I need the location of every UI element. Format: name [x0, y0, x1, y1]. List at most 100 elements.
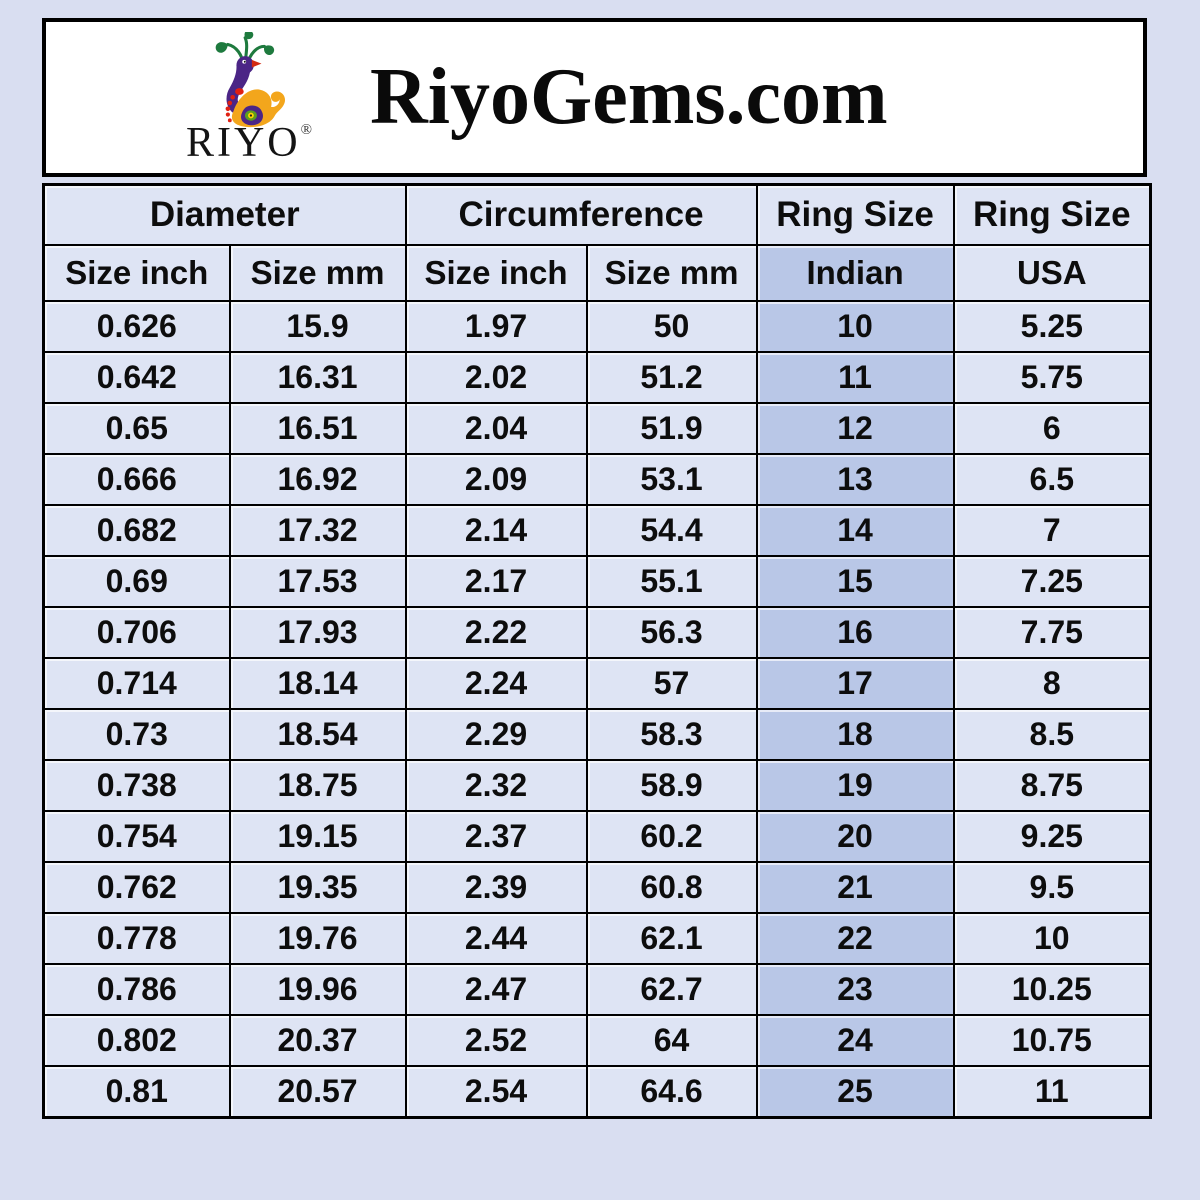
group-header-circumference: Circumference [404, 183, 758, 246]
table-cell: 18.14 [228, 657, 407, 710]
table-cell: 51.9 [585, 402, 758, 455]
brand-header: RIYO® RiyoGems.com [42, 18, 1147, 177]
table-row: 0.81 20.57 2.54 64.6 25 11 [42, 1065, 1152, 1119]
table-cell: 10.25 [952, 963, 1152, 1016]
table-row: 0.666 16.92 2.09 53.1 13 6.5 [42, 453, 1152, 506]
table-row: 0.754 19.15 2.37 60.2 20 9.25 [42, 810, 1152, 863]
table-cell: 5.75 [952, 351, 1152, 404]
logo-wordmark: RIYO® [185, 120, 313, 167]
table-row: 0.626 15.9 1.97 50 10 5.25 [42, 300, 1152, 353]
table-cell: 54.4 [585, 504, 758, 557]
table-cell: 20 [755, 810, 955, 863]
brand-title: RiyoGems.com [370, 53, 888, 141]
table-cell: 0.738 [42, 759, 231, 812]
table-cell: 23 [755, 963, 955, 1016]
table-cell: 10 [755, 300, 955, 353]
table-cell: 19.76 [228, 912, 407, 965]
table-cell: 0.682 [42, 504, 231, 557]
table-cell: 10.75 [952, 1014, 1152, 1067]
table-cell: 1.97 [404, 300, 588, 353]
table-cell: 0.778 [42, 912, 231, 965]
table-cell: 57 [585, 657, 758, 710]
table-cell: 14 [755, 504, 955, 557]
table-row: 0.682 17.32 2.14 54.4 14 7 [42, 504, 1152, 557]
table-cell: 22 [755, 912, 955, 965]
table-cell: 2.22 [404, 606, 588, 659]
table-cell: 64 [585, 1014, 758, 1067]
ring-size-table: Diameter Circumference Ring Size Ring Si… [42, 183, 1153, 1119]
table-cell: 2.02 [404, 351, 588, 404]
table-cell: 17.93 [228, 606, 407, 659]
table-cell: 64.6 [585, 1065, 758, 1119]
table-cell: 15.9 [228, 300, 407, 353]
table-cell: 13 [755, 453, 955, 506]
table-cell: 8.5 [952, 708, 1152, 761]
peacock-logo-icon [215, 32, 286, 128]
table-cell: 2.09 [404, 453, 588, 506]
table-cell: 51.2 [585, 351, 758, 404]
table-cell: 17.53 [228, 555, 407, 608]
table-cell: 20.57 [228, 1065, 407, 1119]
table-cell: 19.96 [228, 963, 407, 1016]
table-cell: 62.1 [585, 912, 758, 965]
table-cell: 17.32 [228, 504, 407, 557]
table-cell: 9.5 [952, 861, 1152, 914]
table-row: 0.69 17.53 2.17 55.1 15 7.25 [42, 555, 1152, 608]
table-cell: 2.32 [404, 759, 588, 812]
table-cell: 53.1 [585, 453, 758, 506]
table-cell: 19 [755, 759, 955, 812]
col-header-diameter-inch: Size inch [42, 244, 231, 302]
table-cell: 0.65 [42, 402, 231, 455]
table-cell: 2.04 [404, 402, 588, 455]
table-cell: 7 [952, 504, 1152, 557]
table-cell: 11 [755, 351, 955, 404]
table-cell: 2.14 [404, 504, 588, 557]
group-header-row: Diameter Circumference Ring Size Ring Si… [42, 183, 1152, 246]
table-cell: 15 [755, 555, 955, 608]
riyo-logo: RIYO® [154, 32, 344, 167]
column-header-row: Size inch Size mm Size inch Size mm Indi… [42, 244, 1152, 302]
col-header-circumference-mm: Size mm [585, 244, 758, 302]
table-cell: 7.75 [952, 606, 1152, 659]
col-header-usa: USA [952, 244, 1152, 302]
col-header-diameter-mm: Size mm [228, 244, 407, 302]
table-cell: 2.47 [404, 963, 588, 1016]
table-cell: 6 [952, 402, 1152, 455]
table-cell: 2.24 [404, 657, 588, 710]
table-cell: 2.39 [404, 861, 588, 914]
table-cell: 18.75 [228, 759, 407, 812]
table-cell: 7.25 [952, 555, 1152, 608]
table-cell: 16.51 [228, 402, 407, 455]
table-cell: 2.29 [404, 708, 588, 761]
table-row: 0.706 17.93 2.22 56.3 16 7.75 [42, 606, 1152, 659]
group-header-ring-size-usa: Ring Size [952, 183, 1152, 246]
table-cell: 0.802 [42, 1014, 231, 1067]
table-cell: 25 [755, 1065, 955, 1119]
table-cell: 11 [952, 1065, 1152, 1119]
table-cell: 58.9 [585, 759, 758, 812]
table-cell: 58.3 [585, 708, 758, 761]
table-cell: 60.8 [585, 861, 758, 914]
table-row: 0.642 16.31 2.02 51.2 11 5.75 [42, 351, 1152, 404]
table-cell: 0.73 [42, 708, 231, 761]
table-row: 0.778 19.76 2.44 62.1 22 10 [42, 912, 1152, 965]
table-cell: 56.3 [585, 606, 758, 659]
table-cell: 0.642 [42, 351, 231, 404]
table-row: 0.65 16.51 2.04 51.9 12 6 [42, 402, 1152, 455]
table-cell: 16 [755, 606, 955, 659]
table-cell: 0.706 [42, 606, 231, 659]
table-cell: 2.37 [404, 810, 588, 863]
table-cell: 5.25 [952, 300, 1152, 353]
table-cell: 8.75 [952, 759, 1152, 812]
table-row: 0.802 20.37 2.52 64 24 10.75 [42, 1014, 1152, 1067]
col-header-indian: Indian [755, 244, 955, 302]
table-cell: 12 [755, 402, 955, 455]
table-cell: 55.1 [585, 555, 758, 608]
table-cell: 62.7 [585, 963, 758, 1016]
table-cell: 0.762 [42, 861, 231, 914]
group-header-diameter: Diameter [42, 183, 407, 246]
table-cell: 0.69 [42, 555, 231, 608]
table-cell: 50 [585, 300, 758, 353]
table-cell: 21 [755, 861, 955, 914]
table-cell: 2.44 [404, 912, 588, 965]
